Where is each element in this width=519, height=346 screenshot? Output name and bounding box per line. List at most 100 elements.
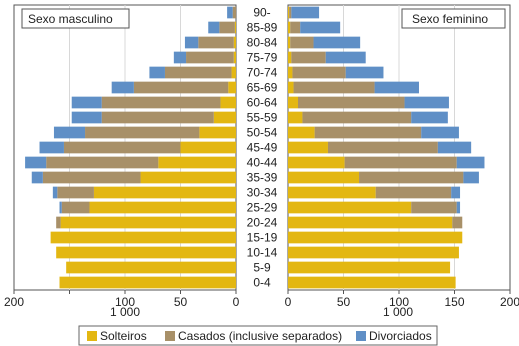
- bar-male: [31, 171, 43, 184]
- age-label: 20-24: [247, 216, 278, 230]
- tick-label-right: 150: [444, 295, 464, 309]
- bar-male: [228, 81, 236, 94]
- bar-male: [42, 171, 141, 184]
- bar-female: [288, 21, 291, 34]
- bar-male: [71, 111, 102, 124]
- bar-female: [297, 96, 405, 109]
- bar-female: [375, 186, 452, 199]
- tick-label-right: 0: [285, 295, 292, 309]
- bar-female: [288, 186, 376, 199]
- tick-label-left: 0: [233, 295, 240, 309]
- bar-male: [59, 201, 62, 214]
- bar-male: [213, 111, 236, 124]
- panel-right-title-box: [401, 8, 506, 29]
- bar-female: [288, 156, 345, 169]
- bar-male: [198, 36, 234, 49]
- bar-female: [325, 51, 366, 64]
- bar-male: [234, 21, 236, 34]
- bar-male: [53, 126, 86, 139]
- bar-female: [288, 111, 303, 124]
- bar-female: [411, 111, 448, 124]
- x-unit-label-right: 1 000: [383, 305, 413, 319]
- axis-ticks: 200 100 50 0 0 50 100 150 200: [4, 290, 519, 309]
- age-label: 80-84: [247, 36, 278, 50]
- bar-male: [164, 66, 232, 79]
- bar-female: [288, 261, 451, 274]
- tick-label-left: 200: [4, 295, 24, 309]
- bar-female: [437, 141, 472, 154]
- age-label: 85-89: [247, 21, 278, 35]
- bar-female: [345, 66, 384, 79]
- legend: Solteiros Casados (inclusive separados) Di…: [87, 329, 432, 343]
- bar-female: [288, 141, 328, 154]
- bar-male: [46, 156, 159, 169]
- age-label: 75-79: [247, 51, 278, 65]
- age-label: 35-39: [247, 171, 278, 185]
- panel-left-title: Sexo masculino: [28, 12, 113, 26]
- bar-female: [421, 126, 459, 139]
- bar-male: [184, 36, 199, 49]
- legend-label: Solteiros: [100, 329, 147, 343]
- legend-swatch: [356, 331, 366, 341]
- bars: [25, 6, 485, 289]
- bar-male: [180, 141, 236, 154]
- bar-female: [327, 141, 438, 154]
- age-label: 0-4: [253, 276, 271, 290]
- bar-male: [71, 96, 102, 109]
- bar-female: [314, 126, 422, 139]
- bar-male: [89, 201, 236, 214]
- bar-female: [291, 51, 326, 64]
- bar-male: [149, 66, 165, 79]
- bar-female: [288, 51, 292, 64]
- bar-male: [233, 36, 236, 49]
- bar-female: [463, 171, 479, 184]
- bar-female: [456, 156, 485, 169]
- bar-male: [111, 81, 134, 94]
- bar-female: [288, 126, 315, 139]
- bar-female: [290, 36, 314, 49]
- age-label: 70-74: [247, 66, 278, 80]
- bar-male: [231, 66, 236, 79]
- bar-female: [288, 201, 412, 214]
- bar-female: [288, 231, 463, 244]
- bar-female: [374, 81, 419, 94]
- tick-label-right: 100: [389, 295, 409, 309]
- bar-female: [452, 216, 463, 229]
- bar-female: [288, 96, 298, 109]
- bar-female: [288, 246, 459, 259]
- bar-male: [133, 81, 229, 94]
- age-labels: 0-45-910-1415-1920-2425-2930-3435-3940-4…: [247, 6, 278, 290]
- x-unit-label-left: 1 000: [110, 305, 140, 319]
- bar-male: [208, 21, 220, 34]
- legend-swatch: [165, 331, 175, 341]
- bar-female: [313, 36, 361, 49]
- age-label: 65-69: [247, 81, 278, 95]
- age-label: 60-64: [247, 96, 278, 110]
- age-label: 25-29: [247, 201, 278, 215]
- bar-male: [101, 96, 221, 109]
- bar-male: [39, 141, 64, 154]
- bar-male: [52, 186, 58, 199]
- age-label: 40-44: [247, 156, 278, 170]
- bar-male: [173, 51, 187, 64]
- tick-label-right: 50: [337, 295, 351, 309]
- bar-male: [61, 201, 90, 214]
- tick-label-left: 100: [115, 295, 135, 309]
- bar-female: [456, 201, 461, 214]
- age-label: 90-: [253, 6, 270, 20]
- bar-female: [300, 21, 341, 34]
- bar-female: [288, 276, 456, 289]
- bar-female: [288, 6, 290, 19]
- age-label: 15-19: [247, 231, 278, 245]
- bar-male: [219, 21, 235, 34]
- bar-female: [288, 216, 453, 229]
- bar-female: [289, 6, 292, 19]
- age-label: 45-49: [247, 141, 278, 155]
- bar-male: [93, 186, 236, 199]
- bar-female: [293, 81, 375, 94]
- bar-male: [101, 111, 214, 124]
- bar-male: [63, 141, 181, 154]
- bar-female: [344, 156, 457, 169]
- bar-male: [60, 216, 237, 229]
